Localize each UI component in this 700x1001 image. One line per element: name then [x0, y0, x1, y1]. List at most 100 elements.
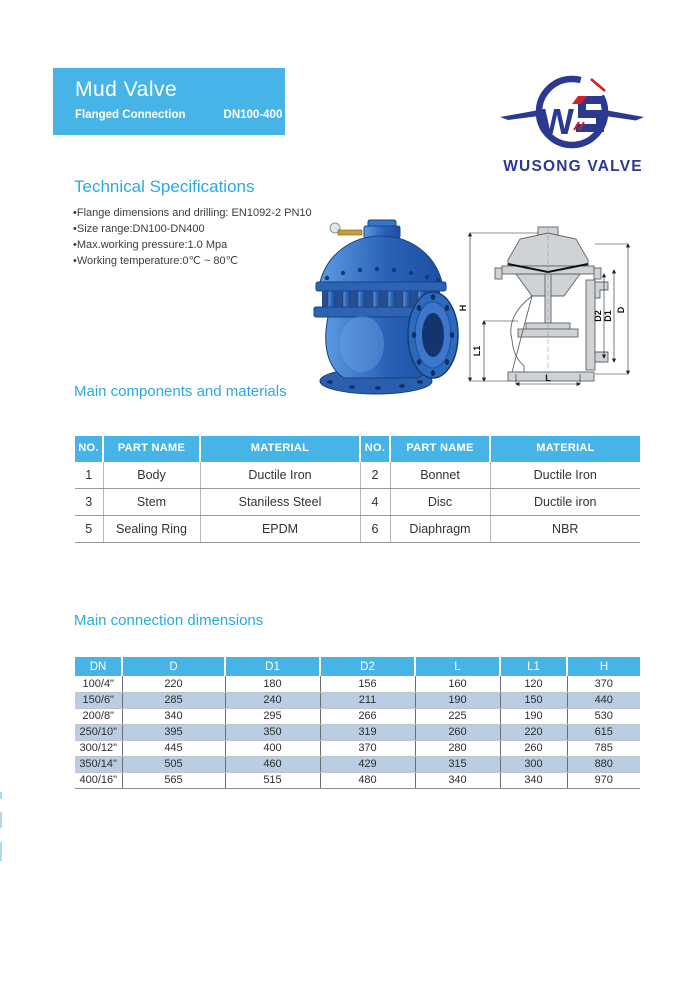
dim-label-d2: D2 [593, 310, 603, 322]
table-cell: 445 [122, 740, 226, 757]
column-header: H [567, 657, 640, 676]
table-row: 400/16" 565 515 480 340 340 970 [75, 772, 640, 789]
table-cell: 156 [320, 676, 416, 693]
table-row: 150/6" 285 240 211 190 150 440 [75, 692, 640, 709]
table-header-row: NO. PART NAME MATERIAL NO. PART NAME MAT… [75, 436, 640, 462]
table-cell: 370 [567, 676, 640, 693]
tech-specs-heading: Technical Specifications [74, 177, 255, 196]
column-header: L1 [500, 657, 568, 676]
table-row: 1 Body Ductile Iron 2 Bonnet Ductile Iron [75, 461, 640, 489]
table-row: 350/14'' 505 460 429 315 300 880 [75, 756, 640, 773]
wusong-logo-icon: W WUSONG VALVE [500, 68, 644, 175]
table-cell: Ductile Iron [490, 461, 640, 489]
table-cell: 340 [500, 772, 568, 789]
column-header: PART NAME [103, 436, 201, 462]
dim-label-l: L [545, 373, 551, 383]
table-cell: 429 [320, 756, 416, 773]
table-cell: 480 [320, 772, 416, 789]
column-header: PART NAME [390, 436, 491, 462]
page-edge-mark [0, 812, 2, 828]
table-cell: 970 [567, 772, 640, 789]
dim-label-d: D [616, 306, 626, 313]
table-cell: 260 [415, 724, 501, 741]
dim-label-l1: L1 [472, 346, 482, 357]
product-header-box: Mud Valve Flanged Connection DN100-400 [53, 68, 285, 135]
dimensions-table: DN D D1 D2 L L1 H 100/4" 220 180 156 160 120 3… [75, 657, 640, 789]
spec-bullet: •Working temperature:0℃ ~ 80℃ [73, 255, 239, 267]
table-cell: 785 [567, 740, 640, 757]
table-cell: 220 [500, 724, 568, 741]
table-cell: 505 [122, 756, 226, 773]
valve-technical-drawing: H L1 L D2 D1 D [458, 226, 631, 387]
table-cell: 1 [75, 461, 104, 489]
table-cell: Body [103, 461, 201, 489]
column-header: L [415, 657, 501, 676]
page-edge-mark [0, 792, 2, 799]
column-header: D [122, 657, 226, 676]
column-header: MATERIAL [200, 436, 361, 462]
table-cell: 6 [360, 515, 391, 543]
table-header-row: DN D D1 D2 L L1 H [75, 657, 640, 676]
table-row: 3 Stem Staniless Steel 4 Disc Ductile iron [75, 488, 640, 516]
table-cell: 120 [500, 676, 568, 693]
page-edge-mark [0, 842, 2, 861]
table-cell: 5 [75, 515, 104, 543]
table-cell: Sealing Ring [103, 515, 201, 543]
table-cell: 3 [75, 488, 104, 516]
table-cell: 150/6" [75, 692, 123, 709]
table-cell: 340 [122, 708, 226, 725]
table-cell: Staniless Steel [200, 488, 361, 516]
table-cell: Bonnet [390, 461, 491, 489]
table-cell: 200/8" [75, 708, 123, 725]
tech-specs-list: •Flange dimensions and drilling: EN1092-… [73, 205, 333, 269]
table-row: 250/10" 395 350 319 260 220 615 [75, 724, 640, 741]
column-header: DN [75, 657, 123, 676]
size-range-label: DN100-400 [223, 109, 283, 121]
table-cell: 370 [320, 740, 416, 757]
table-cell: 460 [225, 756, 321, 773]
column-header: D2 [320, 657, 416, 676]
table-cell: 565 [122, 772, 226, 789]
table-cell: 150 [500, 692, 568, 709]
table-cell: 4 [360, 488, 391, 516]
table-cell: EPDM [200, 515, 361, 543]
dimensions-heading: Main connection dimensions [74, 612, 264, 629]
table-cell: 100/4" [75, 676, 123, 693]
table-cell: Diaphragm [390, 515, 491, 543]
table-cell: 250/10" [75, 724, 123, 741]
connection-type-label: Flanged Connection [75, 109, 186, 121]
table-cell: 211 [320, 692, 416, 709]
table-cell: 300 [500, 756, 568, 773]
table-row: 300/12" 445 400 370 280 260 785 [75, 740, 640, 757]
table-cell: 160 [415, 676, 501, 693]
table-cell: 395 [122, 724, 226, 741]
column-header: NO. [75, 436, 104, 462]
dim-label-d1: D1 [603, 310, 613, 322]
table-cell: Ductile iron [490, 488, 640, 516]
table-cell: 285 [122, 692, 226, 709]
valve-photo-image [313, 219, 459, 395]
components-table: NO. PART NAME MATERIAL NO. PART NAME MAT… [75, 436, 640, 543]
svg-text:W: W [540, 101, 574, 142]
table-row: 5 Sealing Ring EPDM 6 Diaphragm NBR [75, 515, 640, 543]
table-cell: 340 [415, 772, 501, 789]
table-cell: Ductile Iron [200, 461, 361, 489]
table-cell: 180 [225, 676, 321, 693]
page-title: Mud Valve [75, 78, 178, 101]
table-cell: 319 [320, 724, 416, 741]
company-name: WUSONG VALVE [503, 158, 643, 175]
table-cell: 225 [415, 708, 501, 725]
table-cell: 266 [320, 708, 416, 725]
column-header: NO. [360, 436, 391, 462]
table-cell: 350 [225, 724, 321, 741]
table-cell: 400 [225, 740, 321, 757]
table-cell: 260 [500, 740, 568, 757]
components-heading: Main components and materials [74, 383, 287, 400]
column-header: MATERIAL [490, 436, 640, 462]
table-cell: NBR [490, 515, 640, 543]
table-cell: 295 [225, 708, 321, 725]
table-row: 200/8" 340 295 266 225 190 530 [75, 708, 640, 725]
spec-bullet: •Flange dimensions and drilling: EN1092-… [73, 207, 312, 219]
table-row: 100/4" 220 180 156 160 120 370 [75, 676, 640, 693]
